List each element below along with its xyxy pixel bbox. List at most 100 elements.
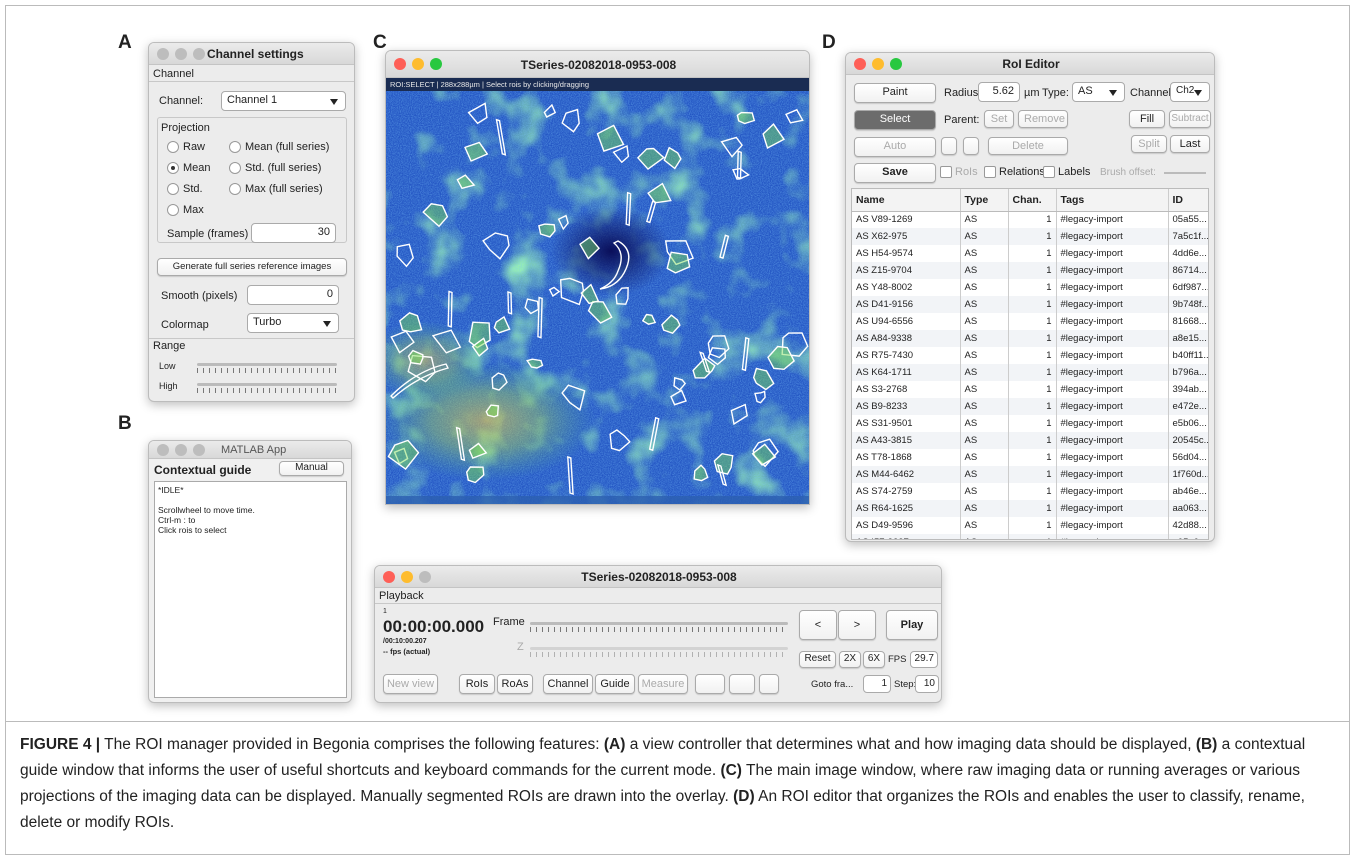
high-slider[interactable] — [197, 381, 337, 393]
table-cell: 1 — [1008, 279, 1056, 296]
table-row: AS D41-9156AS1#legacy-import9b748f... — [852, 296, 1209, 313]
smooth-input[interactable]: 0 — [247, 285, 339, 305]
window-controls[interactable] — [157, 48, 211, 63]
save-button[interactable]: Save — [854, 163, 936, 183]
label: Low — [159, 361, 176, 371]
table-cell: AS B9-8233 — [852, 398, 960, 415]
table-cell: 1 — [1008, 347, 1056, 364]
radio-option[interactable]: Mean — [167, 162, 211, 174]
low-slider[interactable] — [197, 361, 337, 373]
table-cell: 1 — [1008, 313, 1056, 330]
table-cell: 1 — [1008, 381, 1056, 398]
select-button[interactable]: Select — [854, 110, 936, 130]
auto-button[interactable]: Auto — [854, 137, 936, 157]
checkbox[interactable]: RoIs — [940, 166, 978, 178]
caption-text: a view controller that determines what a… — [625, 736, 1195, 753]
window-controls[interactable] — [157, 444, 211, 459]
guide-button[interactable]: Guide — [595, 674, 635, 694]
rois-button[interactable]: RoIs — [459, 674, 495, 694]
table-cell: AS X62-975 — [852, 228, 960, 245]
speed-button[interactable]: 6X — [863, 651, 885, 668]
icon-button[interactable] — [695, 674, 725, 694]
fill-button[interactable]: Fill — [1129, 110, 1165, 128]
new-view-button[interactable]: New view — [383, 674, 438, 694]
step-input[interactable]: 10 — [915, 675, 939, 693]
panel-label: A — [118, 32, 132, 54]
speed-button[interactable]: 2X — [839, 651, 861, 668]
generate-button[interactable]: Generate full series reference images — [157, 258, 347, 276]
channel-button[interactable]: Channel — [543, 674, 593, 694]
brush-slider[interactable] — [1164, 172, 1206, 174]
split-button[interactable]: Split — [1131, 135, 1167, 153]
table-row: AS R64-1625AS1#legacy-importaa063... — [852, 500, 1209, 517]
sample-input[interactable]: 30 — [251, 223, 336, 243]
table-cell: #legacy-import — [1056, 211, 1168, 228]
play-button[interactable]: Play — [886, 610, 938, 640]
manual-button[interactable]: Manual — [279, 461, 344, 476]
checkbox[interactable]: Relations — [984, 166, 1045, 178]
type-dropdown[interactable]: AS — [1072, 82, 1125, 102]
channel-dropdown[interactable]: Ch2 — [1170, 82, 1210, 102]
radio-option[interactable]: Std. (full series) — [229, 162, 321, 174]
table-cell: AS — [960, 296, 1008, 313]
status-bar: ROI:SELECT | 288x288µm | Select rois by … — [386, 78, 810, 91]
radio-option[interactable]: Max (full series) — [229, 183, 323, 195]
label: Type: — [1042, 87, 1069, 99]
table-cell: AS K64-1711 — [852, 364, 960, 381]
icon-button[interactable] — [759, 674, 779, 694]
table-cell: #legacy-import — [1056, 449, 1168, 466]
panel-label: C — [373, 32, 387, 54]
table-header: NameTypeChan.TagsID — [852, 189, 1209, 211]
table-cell: #legacy-import — [1056, 364, 1168, 381]
table-cell: AS T78-1868 — [852, 449, 960, 466]
frame-slider[interactable] — [530, 620, 788, 632]
guide-line: Scrollwheel to move time. — [158, 505, 343, 515]
caption-divider — [5, 721, 1350, 722]
checkbox[interactable]: Labels — [1043, 166, 1090, 178]
table-row: AS Y48-8002AS1#legacy-import6df987... — [852, 279, 1209, 296]
subtract-button[interactable]: Subtract — [1169, 110, 1211, 128]
image-view[interactable] — [386, 91, 810, 505]
radio-option[interactable]: Max — [167, 204, 204, 216]
table-cell: AS M44-6462 — [852, 466, 960, 483]
table-cell: AS D41-9156 — [852, 296, 960, 313]
table-cell: 56d04... — [1168, 449, 1209, 466]
channel-dropdown[interactable]: Channel 1 — [221, 91, 346, 111]
next-button[interactable]: > — [838, 610, 876, 640]
radio-option[interactable]: Std. — [167, 183, 203, 195]
remove-button[interactable]: Remove — [1018, 110, 1068, 128]
radio-option[interactable]: Raw — [167, 141, 205, 153]
last-button[interactable]: Last — [1170, 135, 1210, 153]
label: Frame — [493, 616, 525, 628]
table-cell: AS R75-7430 — [852, 347, 960, 364]
prev-button[interactable]: < — [799, 610, 837, 640]
colormap-dropdown[interactable]: Turbo — [247, 313, 339, 333]
icon-button[interactable] — [729, 674, 755, 694]
reset-button[interactable]: Reset — [799, 651, 836, 668]
table-cell: ab46e... — [1168, 483, 1209, 500]
caption-text: FIGURE 4 | — [20, 736, 100, 753]
table-cell: 86714... — [1168, 262, 1209, 279]
z-slider[interactable] — [530, 645, 788, 657]
roas-button[interactable]: RoAs — [497, 674, 533, 694]
caption-text: (D) — [733, 788, 755, 805]
set-button[interactable]: Set — [984, 110, 1014, 128]
delete-button[interactable]: Delete — [988, 137, 1068, 155]
table-cell: AS U94-6556 — [852, 313, 960, 330]
table-cell: AS — [960, 466, 1008, 483]
figure-caption: FIGURE 4 | The ROI manager provided in B… — [20, 732, 1340, 836]
redo-icon-button[interactable] — [963, 137, 979, 155]
table-cell: 1 — [1008, 500, 1056, 517]
label: Brush offset: — [1100, 167, 1156, 178]
paint-button[interactable]: Paint — [854, 83, 936, 103]
measure-button[interactable]: Measure — [638, 674, 688, 694]
fps-input[interactable]: 29.7 — [910, 651, 938, 668]
radius-input[interactable]: 5.62 — [978, 82, 1020, 102]
table-cell: b40ff11... — [1168, 347, 1209, 364]
radio-option[interactable]: Mean (full series) — [229, 141, 329, 153]
undo-icon-button[interactable] — [941, 137, 957, 155]
window-title: TSeries-02082018-0953-008 — [375, 570, 942, 584]
goto-input[interactable]: 1 — [863, 675, 891, 693]
label: Step: — [894, 679, 916, 690]
